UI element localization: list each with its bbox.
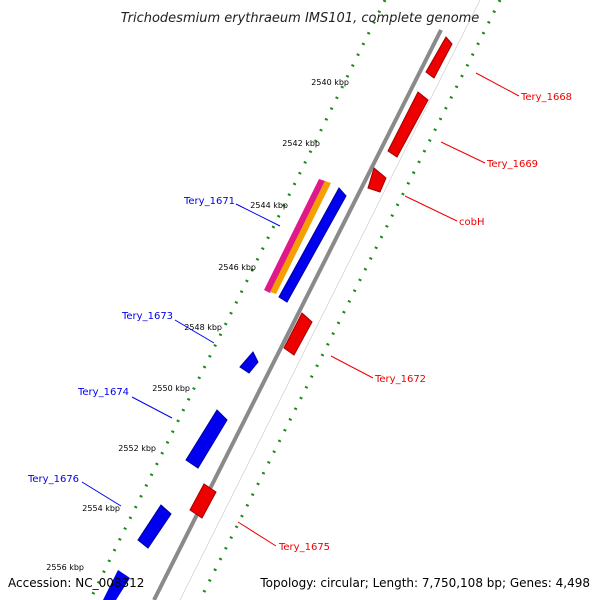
outer-ring-edge xyxy=(179,0,481,600)
gene-arrow-tery_1669[interactable] xyxy=(387,91,429,158)
gene-arrow-tery_1675[interactable] xyxy=(189,483,217,519)
gene-label-tery_1676[interactable]: Tery_1676 xyxy=(27,474,79,485)
gene-label-tery_1675[interactable]: Tery_1675 xyxy=(278,542,330,553)
gene-label-tery_1669[interactable]: Tery_1669 xyxy=(486,159,538,170)
gene-label-tery_1674[interactable]: Tery_1674 xyxy=(77,387,129,398)
tick-label: 2546 kbp xyxy=(218,263,256,272)
gene-arrow-tery_1674[interactable] xyxy=(185,409,228,469)
gene-leader-line xyxy=(404,195,458,222)
gene-label-tery_1673[interactable]: Tery_1673 xyxy=(121,311,173,322)
gene-arrow-cobh[interactable] xyxy=(367,167,387,193)
genome-summary-text: Topology: circular; Length: 7,750,108 bp… xyxy=(259,576,590,590)
tick-label: 2542 kbp xyxy=(282,139,320,148)
tick-label: 2548 kbp xyxy=(184,323,222,332)
tick-label: 2554 kbp xyxy=(82,504,120,513)
map-title: Trichodesmium erythraeum IMS101, complet… xyxy=(121,11,480,26)
tick-label: 2550 kbp xyxy=(152,384,190,393)
gene-leader-line xyxy=(235,203,281,227)
gene-label-tery_1668[interactable]: Tery_1668 xyxy=(520,92,572,103)
gene-leader-line xyxy=(131,396,173,419)
accession-text: Accession: NC_008312 xyxy=(8,576,144,590)
gene-arrow-tery_1676[interactable] xyxy=(137,504,172,549)
gene-arrow-tery_1671[interactable] xyxy=(278,187,347,303)
feature-stripe-orange xyxy=(270,181,331,294)
gene-arrow-tery_1673[interactable] xyxy=(239,351,259,374)
gene-label-cobh[interactable]: cobH xyxy=(459,217,484,228)
tick-label: 2556 kbp xyxy=(46,563,84,572)
gene-label-tery_1671[interactable]: Tery_1671 xyxy=(183,196,235,207)
feature-stripe-pink xyxy=(264,179,325,293)
gene-leader-line xyxy=(174,319,215,344)
gene-leader-line xyxy=(475,72,520,97)
tick-label: 2540 kbp xyxy=(311,78,349,87)
gene-leader-line xyxy=(440,141,486,164)
outer-tick-ring xyxy=(198,0,502,600)
gene-label-tery_1672[interactable]: Tery_1672 xyxy=(374,374,426,385)
gene-arrow-tery_1672[interactable] xyxy=(283,312,313,356)
gene-arrow-partial[interactable] xyxy=(103,570,130,600)
gene-leader-line xyxy=(81,481,122,507)
gene-leader-line xyxy=(330,355,374,379)
gene-leader-line xyxy=(237,521,277,547)
tick-label: 2544 kbp xyxy=(250,201,288,210)
inner-tick-ring xyxy=(88,0,387,600)
gene-arrow-tery_1668[interactable] xyxy=(425,36,453,79)
tick-label: 2552 kbp xyxy=(118,444,156,453)
